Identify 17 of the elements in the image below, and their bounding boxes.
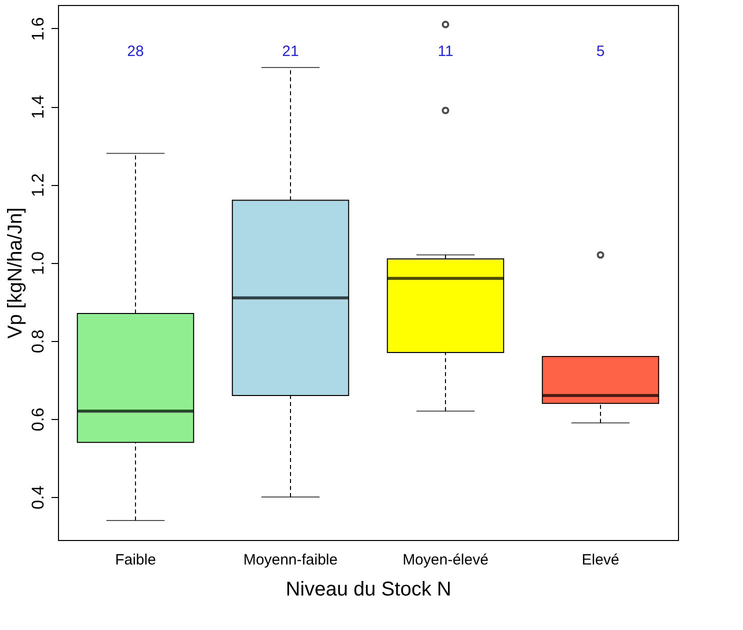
x-axis-title: Niveau du Stock N <box>286 578 452 600</box>
annotation: 5 <box>596 43 605 60</box>
y-tick-label: 0.6 <box>28 408 48 432</box>
annotation: 28 <box>127 43 144 60</box>
y-tick-label: 0.4 <box>28 486 48 510</box>
x-tick-label: Elevé <box>582 552 620 568</box>
x-tick-label: Moyenn-faible <box>243 552 338 568</box>
x-tick-label: Moyen-élevé <box>402 552 488 568</box>
y-tick-label: 1.2 <box>28 173 48 197</box>
y-tick-label: 1.0 <box>28 251 48 276</box>
y-tick-label: 0.8 <box>28 330 48 354</box>
y-axis-title: Vp [kgN/ha/Jn] <box>4 207 26 339</box>
annotation: 11 <box>438 43 454 60</box>
y-tick-label: 1.6 <box>28 17 48 41</box>
y-tick-label: 1.4 <box>28 95 48 119</box>
x-tick-label: Faible <box>115 552 156 568</box>
annotation: 21 <box>282 43 299 60</box>
